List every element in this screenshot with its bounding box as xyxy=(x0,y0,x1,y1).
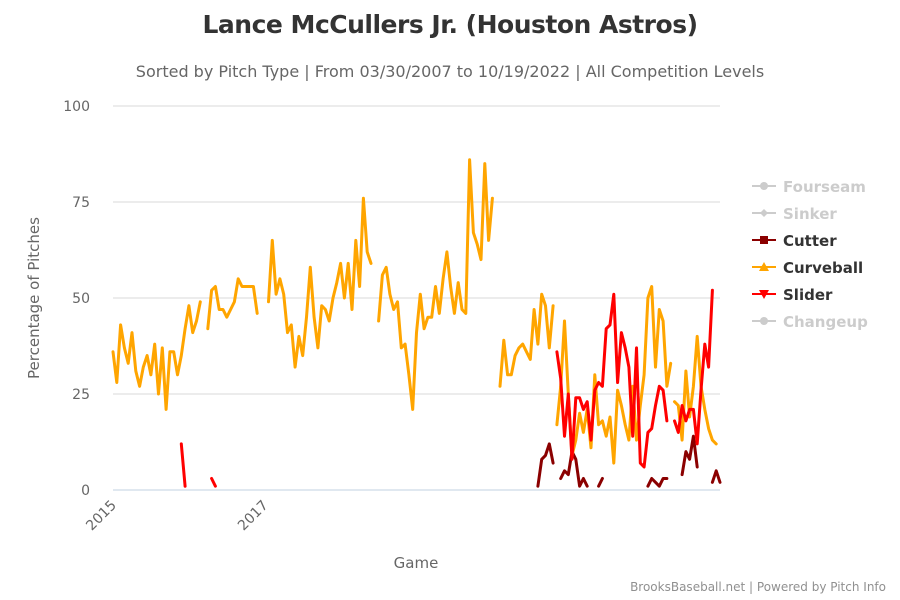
series-line-segment xyxy=(498,292,555,388)
y-tick-label: 0 xyxy=(81,483,90,499)
x-tick-label: 2017 xyxy=(235,498,272,535)
legend-item-curveball[interactable]: Curveball xyxy=(752,259,863,277)
series-cutter xyxy=(536,434,722,488)
chart-title: Lance McCullers Jr. (Houston Astros) xyxy=(202,10,698,39)
series-line-segment xyxy=(206,277,259,331)
series-line-segment xyxy=(646,477,669,488)
series-curveball xyxy=(111,158,718,465)
series-line-segment xyxy=(597,477,604,488)
y-axis-ticks: 0 25 50 75 100 xyxy=(63,99,90,499)
legend-label: Curveball xyxy=(783,259,863,277)
series-line-segment xyxy=(210,477,217,488)
legend-item-fourseam[interactable]: Fourseam xyxy=(752,178,866,196)
series-line-segment xyxy=(267,196,373,369)
diamond-marker-icon xyxy=(760,209,768,217)
legend-label: Slider xyxy=(783,286,833,304)
series-line-segment xyxy=(673,288,714,446)
credits-text[interactable]: BrooksBaseball.net | Powered by Pitch In… xyxy=(630,580,886,594)
circle-marker-icon xyxy=(760,317,768,325)
legend-label: Cutter xyxy=(783,232,837,250)
y-tick-label: 100 xyxy=(63,99,90,115)
x-tick-label: 2015 xyxy=(83,498,120,535)
chart-subtitle: Sorted by Pitch Type | From 03/30/2007 t… xyxy=(135,62,765,81)
legend-label: Sinker xyxy=(783,205,837,223)
legend-item-sinker[interactable]: Sinker xyxy=(752,205,837,223)
series-slider xyxy=(179,288,714,488)
series-line-segment xyxy=(536,442,555,488)
series-line-segment xyxy=(680,434,699,477)
series-line-segment xyxy=(111,300,202,411)
square-marker-icon xyxy=(760,236,768,244)
y-tick-label: 75 xyxy=(72,195,90,211)
series-line-segment xyxy=(179,442,187,488)
y-axis-title: Percentage of Pitches xyxy=(25,217,43,379)
triangle-down-marker-icon xyxy=(759,290,769,299)
legend-item-changeup[interactable]: Changeup xyxy=(752,313,868,331)
legend-item-cutter[interactable]: Cutter xyxy=(752,232,837,250)
legend-label: Fourseam xyxy=(783,178,866,196)
legend-item-slider[interactable]: Slider xyxy=(752,286,833,304)
series-group xyxy=(111,158,722,488)
x-axis-ticks: 2015 2017 xyxy=(83,498,271,535)
series-line-segment xyxy=(559,450,589,488)
x-axis-title: Game xyxy=(394,554,439,572)
series-line-segment xyxy=(673,334,718,446)
legend-label: Changeup xyxy=(783,313,868,331)
series-line-segment xyxy=(555,285,673,465)
series-line-segment xyxy=(555,292,669,469)
series-line-segment xyxy=(710,469,722,484)
series-line-segment xyxy=(377,158,494,411)
y-tick-label: 50 xyxy=(72,291,90,307)
triangle-marker-icon xyxy=(759,262,769,271)
legend: Fourseam Sinker Cutter Curveball Slider Chang… xyxy=(752,178,868,331)
circle-marker-icon xyxy=(760,182,768,190)
y-tick-label: 25 xyxy=(72,387,90,403)
